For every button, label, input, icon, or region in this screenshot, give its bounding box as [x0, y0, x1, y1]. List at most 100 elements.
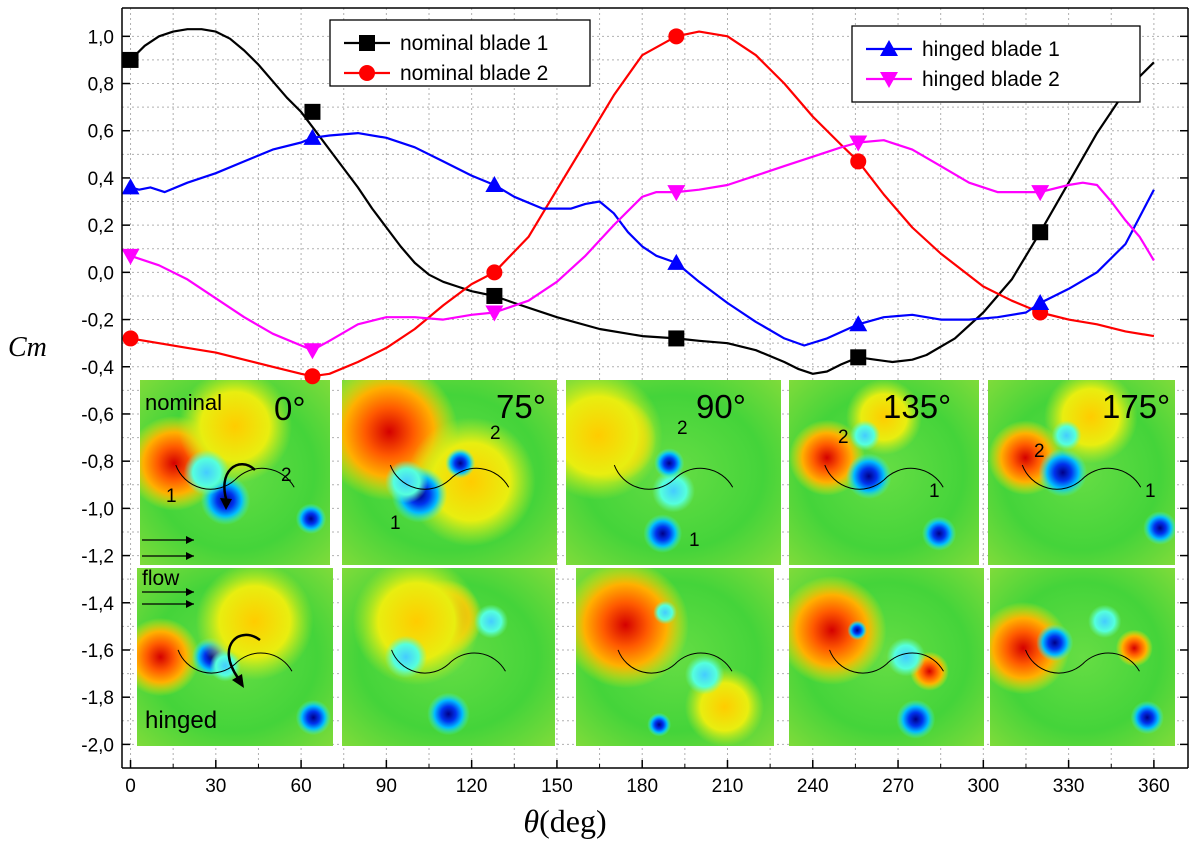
data-point-hinged-blade-2	[303, 343, 322, 360]
flow-vortex	[295, 699, 332, 736]
y-tick-label: -1,6	[81, 641, 114, 662]
blade-number-label: 1	[390, 513, 401, 534]
blade-number-label: 1	[689, 530, 700, 551]
inset-panel	[990, 568, 1175, 746]
blade-number-label: 2	[1034, 441, 1045, 462]
flow-vortex	[886, 637, 926, 677]
x-axis-unit: (deg)	[539, 803, 607, 839]
inset-panel	[566, 380, 781, 565]
flow-vortex	[566, 380, 663, 500]
data-point-nominal-blade-2	[304, 368, 321, 385]
series-line-hinged-blade-1	[130, 132, 1155, 347]
y-tick-label: 1,0	[88, 27, 114, 48]
blade-curve	[824, 464, 885, 490]
blade-curve	[617, 649, 676, 674]
x-axis-title: θ(deg)	[523, 803, 606, 839]
series-line-nominal-blade-2	[130, 30, 1155, 378]
flow-vortex	[847, 620, 867, 641]
y-tick-label: 0,4	[88, 169, 115, 190]
flow-vortex	[384, 635, 428, 679]
blade-number-label: 1	[929, 481, 940, 502]
flow-vortex	[849, 420, 881, 451]
y-tick-label: -1,8	[81, 688, 114, 709]
blade-curve	[829, 649, 887, 674]
series-hinged-blade-1	[121, 128, 1155, 347]
data-point-hinged-blade-1	[303, 128, 322, 145]
flow-vortex	[1088, 604, 1122, 639]
blade-curve	[177, 649, 236, 674]
blade-number-label: 2	[838, 427, 849, 448]
data-point-nominal-blade-1	[304, 103, 321, 120]
y-tick-label: -2,0	[81, 735, 114, 756]
data-point-hinged-blade-2	[849, 135, 868, 152]
legend-swatch-marker	[880, 40, 898, 56]
blade-curve	[1082, 652, 1140, 672]
x-tick-label: 240	[797, 776, 829, 797]
y-tick-label: -0,6	[81, 405, 114, 426]
flow-vortex	[209, 650, 241, 682]
blade-curve	[883, 467, 944, 488]
flow-arrow-head	[186, 552, 194, 560]
data-point-nominal-blade-2	[850, 153, 867, 170]
x-tick-label: 30	[205, 776, 226, 797]
blade-number-label: 2	[677, 418, 688, 439]
flow-direction-label: flow	[142, 567, 180, 590]
x-tick-label: 330	[1053, 776, 1085, 797]
blade-curve	[674, 652, 733, 672]
legend-hinged: hinged blade 1 hinged blade 2	[851, 25, 1141, 103]
flow-vortex	[1130, 700, 1164, 735]
blade-curve	[673, 467, 734, 488]
legend-box	[851, 25, 1141, 103]
inset-angle-label: 90°	[696, 388, 746, 425]
series-layer	[121, 28, 1155, 385]
x-tick-label: 210	[712, 776, 744, 797]
series-nominal-blade-1	[122, 28, 1155, 375]
data-point-hinged-blade-2	[121, 248, 140, 265]
inset-panel	[140, 380, 330, 565]
legend-swatch-marker	[359, 35, 375, 51]
flow-vortex	[1115, 629, 1153, 667]
inset-flow-fields: 0° 75° 90° 135° 175° 1 2 1 2 1 2 1 2 1 2 nominal hinged f…	[137, 380, 1175, 746]
blade-curve	[449, 467, 510, 488]
inset-angle-label: 175°	[1102, 388, 1170, 425]
rotation-arrow-head	[232, 674, 244, 688]
blade-curve	[175, 464, 236, 490]
x-tick-label: 90	[376, 776, 397, 797]
y-axis-title: Cm	[8, 332, 47, 363]
y-tick-label: -0,4	[81, 358, 114, 379]
inset-panel	[342, 568, 555, 746]
x-tick-label: 0	[125, 776, 136, 797]
y-tick-label: 0,0	[88, 263, 114, 284]
x-axis-symbol: θ	[523, 803, 539, 839]
series-line-nominal-blade-1	[129, 28, 1155, 375]
rotation-arrow-head	[220, 498, 232, 510]
blade-curve	[234, 467, 295, 488]
blade-curve	[1021, 464, 1082, 490]
axes: 0 30 60 90 120 150 180 210 240 270 300 330 360 1,0 0,8…	[81, 7, 1189, 797]
data-point-nominal-blade-2	[668, 28, 685, 45]
blade-curve	[1025, 649, 1083, 674]
y-tick-label: -1,0	[81, 499, 114, 520]
inset-row-label-nominal: nominal	[145, 390, 222, 415]
flow-vortex	[684, 655, 725, 695]
x-tick-label: 180	[626, 776, 658, 797]
inset-angle-label: 75°	[496, 388, 546, 425]
data-point-hinged-blade-1	[485, 176, 504, 193]
y-tick-label: -0,8	[81, 452, 114, 473]
x-tick-label: 150	[541, 776, 573, 797]
blade-curve	[1081, 467, 1142, 488]
legend-label: hinged blade 1	[922, 38, 1060, 61]
legend-nominal: nominal blade 1 nominal blade 2	[329, 19, 591, 87]
data-point-hinged-blade-2	[1031, 185, 1050, 202]
flow-vortex	[385, 460, 428, 504]
blade-curve	[391, 649, 449, 674]
data-point-nominal-blade-1	[122, 51, 139, 68]
blade-curve	[234, 652, 293, 672]
legend-swatch-marker	[359, 65, 375, 81]
flow-vortex	[352, 568, 481, 686]
flow-arrow-head	[186, 588, 194, 596]
blade-curve	[448, 652, 506, 672]
legend-label: nominal blade 2	[400, 62, 548, 85]
blade-number-label: 1	[166, 486, 177, 507]
